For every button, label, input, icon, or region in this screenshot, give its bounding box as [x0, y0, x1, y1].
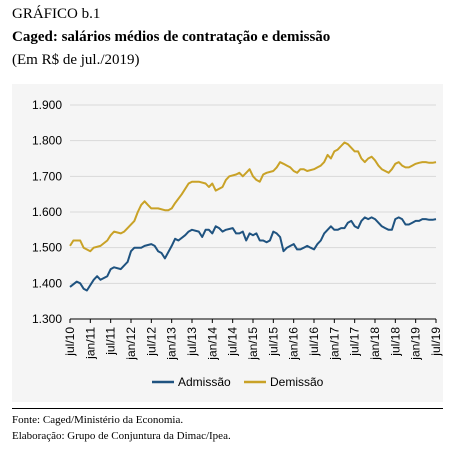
x-tick-label: jan/17	[327, 327, 341, 361]
footer-source: Fonte: Caged/Ministério da Economia.	[12, 414, 184, 426]
x-tick-label: jul/19	[429, 327, 443, 357]
x-tick-label: jan/16	[287, 327, 301, 361]
figure-label: GRÁFICO b.1	[12, 6, 101, 22]
series-line-demissão	[69, 141, 437, 253]
chart-unit: (Em R$ de jul./2019)	[12, 52, 140, 68]
x-tick-label: jan/19	[409, 327, 423, 361]
y-tick-label: 1.600	[32, 205, 62, 219]
x-tick-label: jan/11	[83, 327, 97, 360]
x-tick-label: jan/13	[165, 327, 179, 361]
x-tick-label: jul/11	[104, 327, 118, 356]
x-tick-label: jan/15	[246, 327, 260, 361]
x-tick-label: jul/18	[388, 327, 402, 357]
y-tick-label: 1.500	[32, 241, 62, 255]
x-tick-label: jan/12	[124, 327, 138, 361]
line-chart: 1.900 1.800 1.700 1.600 1.500 1.400 1.300 jul/…	[32, 98, 443, 389]
series-lines	[69, 141, 437, 292]
chart-panel: 1.900 1.800 1.700 1.600 1.500 1.400 1.300 jul/…	[12, 84, 443, 402]
grid-lines	[70, 104, 436, 320]
legend: Admissão Demissão	[152, 375, 324, 389]
y-tick-label: 1.400	[32, 276, 62, 290]
x-tick-label: jul/15	[266, 327, 280, 357]
x-tick-label: jul/12	[144, 327, 158, 357]
y-tick-label: 1.700	[32, 169, 62, 183]
chart-title: Caged: salários médios de contratação e …	[12, 29, 331, 45]
footer-credit: Elaboração: Grupo de Conjuntura da Dimac…	[12, 430, 231, 442]
x-tick-label: jan/18	[368, 327, 382, 361]
x-tick-label: jul/13	[185, 327, 199, 357]
x-tick-label: jul/14	[226, 327, 240, 357]
footer-divider	[12, 408, 443, 409]
x-tick-label: jul/16	[307, 327, 321, 357]
x-tick-label: jul/17	[348, 327, 362, 357]
x-axis: jul/10 jan/11 jul/11 jan/12 jul/12 jan/13 jul/…	[63, 318, 443, 361]
x-tick-label: jan/14	[205, 327, 219, 361]
y-tick-label: 1.800	[32, 134, 62, 148]
series-line-admissão	[69, 216, 437, 292]
y-axis-ticks: 1.900 1.800 1.700 1.600 1.500 1.400 1.300	[32, 98, 62, 326]
legend-label: Demissão	[270, 375, 324, 389]
legend-label: Admissão	[178, 375, 231, 389]
y-tick-label: 1.300	[32, 312, 62, 326]
y-tick-label: 1.900	[32, 98, 62, 112]
x-tick-label: jul/10	[63, 327, 77, 357]
